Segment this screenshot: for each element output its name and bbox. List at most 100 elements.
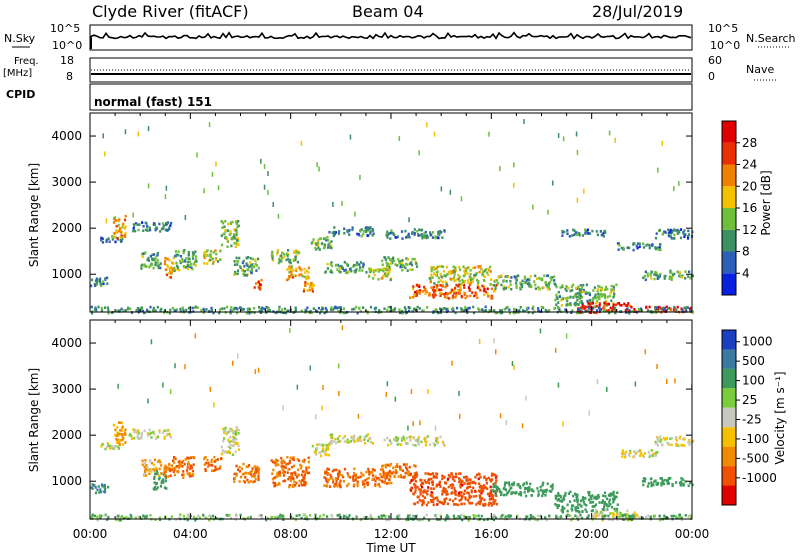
heatmap-cell bbox=[323, 246, 326, 249]
heatmap-cell bbox=[412, 287, 415, 290]
heatmap-cell bbox=[457, 284, 460, 288]
heatmap-cell bbox=[657, 167, 659, 173]
heatmap-cell bbox=[203, 188, 205, 194]
heatmap-cell bbox=[179, 261, 182, 265]
heatmap-cell bbox=[150, 431, 153, 435]
heatmap-cell bbox=[444, 280, 447, 284]
heatmap-cell bbox=[384, 267, 387, 271]
heatmap-cell bbox=[575, 506, 578, 510]
heatmap-cell bbox=[226, 305, 229, 309]
heatmap-cell bbox=[101, 237, 104, 241]
heatmap-cell bbox=[669, 437, 672, 441]
heatmap-cell bbox=[687, 229, 690, 233]
heatmap-cell bbox=[425, 236, 428, 240]
heatmap-cell bbox=[475, 473, 478, 477]
heatmap-cell bbox=[394, 236, 397, 239]
heatmap-cell bbox=[513, 182, 515, 188]
heatmap-cell bbox=[332, 478, 335, 482]
heatmap-cell bbox=[157, 266, 160, 270]
heatmap-cell bbox=[318, 311, 322, 315]
heatmap-cell bbox=[225, 432, 228, 436]
heatmap-cell bbox=[386, 233, 389, 237]
heatmap-cell bbox=[376, 477, 379, 480]
heatmap-cell bbox=[583, 502, 586, 506]
heatmap-cell bbox=[257, 266, 260, 270]
heatmap-cell bbox=[383, 256, 386, 259]
heatmap-cell bbox=[384, 477, 387, 480]
heatmap-cell bbox=[187, 461, 190, 464]
heatmap-cell bbox=[307, 466, 310, 469]
heatmap-cell bbox=[437, 280, 440, 284]
heatmap-cell bbox=[137, 131, 140, 137]
heatmap-cell bbox=[212, 251, 215, 254]
colorbar-tick-label: 1000 bbox=[742, 335, 773, 349]
heatmap-cell bbox=[235, 222, 238, 226]
heatmap-cell bbox=[454, 503, 457, 506]
noise-tick-high: 10^5 bbox=[50, 22, 80, 35]
heatmap-cell bbox=[559, 286, 562, 289]
heatmap-cell bbox=[335, 468, 338, 472]
heatmap-cell bbox=[658, 243, 662, 246]
heatmap-cell bbox=[529, 482, 532, 486]
heatmap-cell bbox=[627, 518, 630, 522]
heatmap-cell bbox=[443, 475, 446, 479]
heatmap-cell bbox=[203, 309, 206, 312]
heatmap-cell bbox=[325, 238, 328, 242]
heatmap-cell bbox=[660, 438, 663, 442]
heatmap-cell bbox=[661, 140, 663, 146]
heatmap-cell bbox=[289, 477, 293, 480]
heatmap-cell bbox=[382, 267, 385, 270]
heatmap-cell bbox=[649, 515, 653, 519]
heatmap-cell bbox=[276, 472, 279, 475]
heatmap-cell bbox=[164, 260, 167, 263]
heatmap-cell bbox=[441, 284, 444, 287]
heatmap-cell bbox=[365, 434, 368, 438]
heatmap-cell bbox=[253, 480, 256, 483]
heatmap-cell bbox=[343, 227, 346, 231]
heatmap-cell bbox=[510, 276, 513, 279]
heatmap-cell bbox=[477, 265, 480, 268]
heatmap-cell bbox=[311, 444, 314, 448]
heatmap-cell bbox=[500, 491, 503, 494]
heatmap-cell bbox=[94, 491, 98, 495]
heatmap-cell bbox=[668, 230, 671, 234]
heatmap-cell bbox=[657, 248, 660, 251]
heatmap-cell bbox=[337, 474, 340, 478]
heatmap-cell bbox=[250, 269, 253, 272]
heatmap-cell bbox=[178, 466, 181, 469]
heatmap-cell bbox=[222, 439, 225, 443]
heatmap-cell bbox=[613, 497, 616, 501]
heatmap-cell bbox=[260, 514, 263, 517]
heatmap-cell bbox=[180, 463, 183, 466]
heatmap-cell bbox=[687, 484, 690, 488]
heatmap-cell bbox=[174, 457, 177, 461]
heatmap-cell bbox=[140, 431, 143, 435]
heatmap-cell bbox=[681, 482, 684, 486]
heatmap-cell bbox=[163, 262, 167, 266]
heatmap-cell bbox=[563, 498, 566, 501]
heatmap-cell bbox=[323, 311, 326, 315]
heatmap-cell bbox=[444, 487, 447, 491]
heatmap-cell bbox=[339, 306, 342, 309]
heatmap-cell bbox=[391, 261, 394, 265]
heatmap-cell bbox=[478, 500, 481, 503]
heatmap-cell bbox=[633, 307, 636, 311]
heatmap-cell bbox=[388, 270, 391, 274]
heatmap-cell bbox=[429, 473, 432, 476]
heatmap-cell bbox=[164, 464, 167, 468]
heatmap-cell bbox=[188, 472, 191, 475]
heatmap-cell bbox=[356, 480, 359, 484]
heatmap-cell bbox=[406, 516, 410, 520]
heatmap-cell bbox=[446, 492, 449, 496]
heatmap-cell bbox=[290, 265, 293, 268]
heatmap-cell bbox=[367, 467, 370, 471]
heatmap-cell bbox=[493, 473, 496, 477]
heatmap-cell bbox=[667, 307, 670, 310]
heatmap-cell bbox=[292, 456, 295, 459]
heatmap-cell bbox=[465, 479, 468, 482]
heatmap-cell bbox=[592, 514, 595, 518]
heatmap-cell bbox=[325, 443, 328, 447]
velocity-panel-frame bbox=[89, 319, 693, 520]
heatmap-cell bbox=[118, 443, 121, 447]
heatmap-cell bbox=[526, 279, 529, 282]
